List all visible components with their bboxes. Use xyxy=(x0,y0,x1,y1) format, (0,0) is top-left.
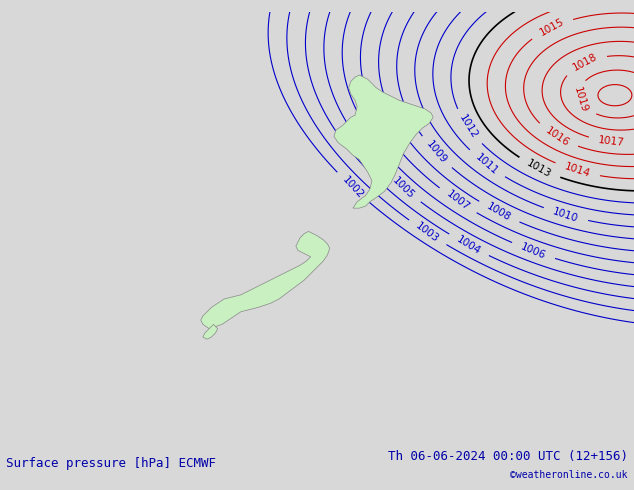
Text: 1015: 1015 xyxy=(538,17,566,38)
Text: 1003: 1003 xyxy=(414,221,441,245)
Text: 1013: 1013 xyxy=(525,158,553,179)
Text: 1019: 1019 xyxy=(572,85,589,114)
Text: 1016: 1016 xyxy=(543,125,571,148)
Text: 1017: 1017 xyxy=(598,135,625,148)
Text: ©weatheronline.co.uk: ©weatheronline.co.uk xyxy=(510,470,628,480)
Text: Th 06-06-2024 00:00 UTC (12+156): Th 06-06-2024 00:00 UTC (12+156) xyxy=(387,450,628,463)
Text: 1009: 1009 xyxy=(424,139,448,166)
Text: 1018: 1018 xyxy=(571,52,598,73)
Text: 1008: 1008 xyxy=(485,201,513,223)
Text: 1002: 1002 xyxy=(340,174,365,200)
Text: 1014: 1014 xyxy=(563,162,592,179)
Text: 1011: 1011 xyxy=(474,152,500,176)
Text: Surface pressure [hPa] ECMWF: Surface pressure [hPa] ECMWF xyxy=(6,457,216,470)
Text: 1004: 1004 xyxy=(455,234,482,256)
Text: 1012: 1012 xyxy=(457,113,479,141)
Text: 1010: 1010 xyxy=(552,206,579,224)
Text: 1007: 1007 xyxy=(444,189,471,213)
Polygon shape xyxy=(201,231,330,329)
Text: 1005: 1005 xyxy=(391,175,417,201)
Polygon shape xyxy=(334,75,433,208)
Text: 1006: 1006 xyxy=(519,241,547,261)
Polygon shape xyxy=(203,324,217,339)
